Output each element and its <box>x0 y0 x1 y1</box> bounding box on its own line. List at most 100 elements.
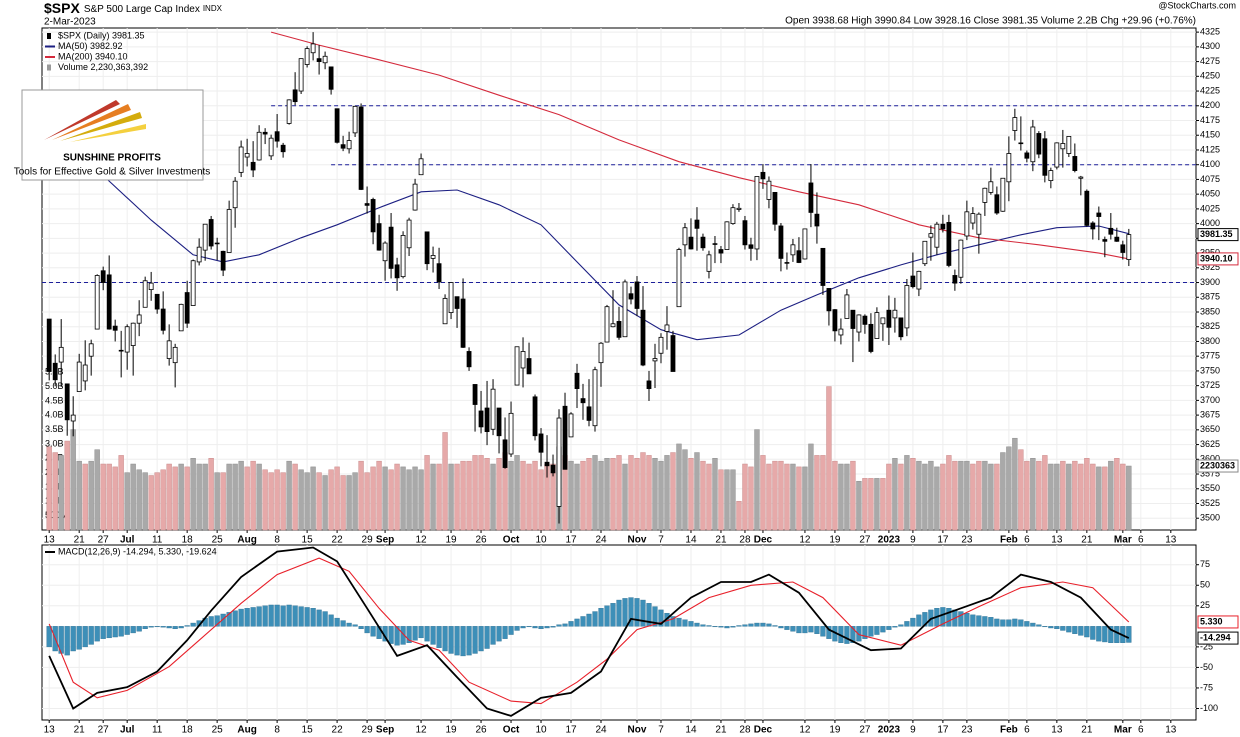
volume-bar <box>160 469 166 531</box>
volume-bar <box>832 460 838 531</box>
candle-body <box>1054 142 1060 168</box>
x-tick-label: 15 <box>302 725 314 736</box>
x-tick-label: Jul <box>120 535 135 546</box>
histogram-bar <box>430 626 436 645</box>
histogram-bar <box>922 612 928 627</box>
x-tick-label: Aug <box>237 725 256 736</box>
x-tick-label: 13 <box>44 535 56 546</box>
candle-body <box>364 203 370 206</box>
candle-body <box>994 194 1000 214</box>
volume-bar <box>1078 463 1084 531</box>
x-tick-label: 19 <box>829 535 841 546</box>
x-tick-label: Oct <box>503 725 520 736</box>
histogram-bar <box>1030 622 1036 627</box>
volume-bar <box>574 463 580 531</box>
candle-body <box>52 362 58 381</box>
candle-body <box>586 406 592 421</box>
volume-bar <box>862 478 868 531</box>
histogram-bar <box>268 604 274 627</box>
volume-bar <box>280 472 286 531</box>
volume-bar <box>616 455 622 531</box>
histogram-bar <box>856 626 862 642</box>
x-tick-label: 13 <box>1165 725 1177 736</box>
candle-body <box>244 153 250 158</box>
candle-body <box>256 131 262 161</box>
histogram-bar <box>250 607 256 627</box>
x-tick-label: 6 <box>1024 725 1030 736</box>
volume-bar <box>430 463 436 531</box>
histogram-bar <box>1018 619 1024 627</box>
candle-body <box>790 244 796 256</box>
volume-bar <box>1120 463 1126 531</box>
histogram-bar <box>844 626 850 644</box>
candle-body <box>688 236 694 250</box>
candle-body <box>430 255 436 259</box>
histogram-bar <box>88 626 94 645</box>
histogram-bar <box>748 623 754 627</box>
candle-body <box>1102 239 1108 242</box>
histogram-bar <box>628 597 634 627</box>
volume-bar <box>1054 463 1060 531</box>
histogram-bar <box>448 626 454 654</box>
volume-bar <box>100 463 106 531</box>
y-tick-label: 3800 <box>1200 336 1220 346</box>
candle-body <box>1126 234 1132 260</box>
histogram-bar <box>1096 626 1102 642</box>
candle-body <box>892 309 898 319</box>
candle-body <box>562 405 568 470</box>
histogram-bar <box>334 617 340 627</box>
x-tick-label: 21 <box>1081 535 1093 546</box>
candle-body <box>742 220 748 246</box>
volume-bar <box>994 463 1000 531</box>
y-tick-label: 4000 <box>1200 218 1220 228</box>
value-box <box>1197 228 1239 242</box>
histogram-bar <box>532 626 538 629</box>
histogram-bar <box>868 626 874 637</box>
histogram-bar <box>550 626 556 628</box>
histogram-bar <box>388 626 394 644</box>
volume-bar <box>274 469 280 531</box>
candle-body <box>874 312 880 339</box>
volume-tick-label: 3.0B <box>45 438 64 448</box>
histogram-bar <box>736 625 742 627</box>
candle-body <box>190 260 196 306</box>
legend-label: MA(50) 3982.92 <box>58 41 123 51</box>
histogram-bar <box>304 607 310 627</box>
histogram-bar <box>346 622 352 627</box>
volume-bar <box>940 463 946 531</box>
y-tick-label: 3750 <box>1200 365 1220 375</box>
y-tick-label: 75 <box>1200 559 1210 569</box>
histogram-bar <box>1072 626 1078 634</box>
x-tick-label: 21 <box>715 725 727 736</box>
volume-bar <box>112 466 118 531</box>
volume-bar <box>292 463 298 531</box>
histogram-bar <box>892 626 898 628</box>
histogram-bar <box>466 626 472 656</box>
volume-bar <box>880 478 886 531</box>
volume-bar <box>658 460 664 531</box>
candle-body <box>184 292 190 324</box>
candle-body <box>496 407 502 437</box>
candle-body <box>172 346 178 364</box>
histogram-bar <box>670 616 676 627</box>
candle-body <box>1120 244 1126 253</box>
y-tick-label: 4275 <box>1200 56 1220 66</box>
x-tick-label: 19 <box>445 535 457 546</box>
volume-bar <box>1030 458 1036 531</box>
volume-bar <box>766 463 772 531</box>
volume-bar <box>1048 463 1054 531</box>
histogram-bar <box>886 626 892 630</box>
histogram-bar <box>802 626 808 634</box>
volume-bar <box>730 469 736 531</box>
candle-body <box>70 414 76 422</box>
macd-line <box>48 546 1130 717</box>
histogram-bar <box>106 626 112 639</box>
x-tick-label: 17 <box>937 535 949 546</box>
histogram-bar <box>478 626 484 652</box>
x-tick-label: 6 <box>1024 535 1030 546</box>
x-tick-label: 2023 <box>878 725 901 736</box>
candle-body <box>148 282 154 291</box>
histogram-bar <box>1042 626 1048 628</box>
histogram-bar <box>754 622 760 627</box>
value-box-label: 3940.10 <box>1200 253 1233 263</box>
